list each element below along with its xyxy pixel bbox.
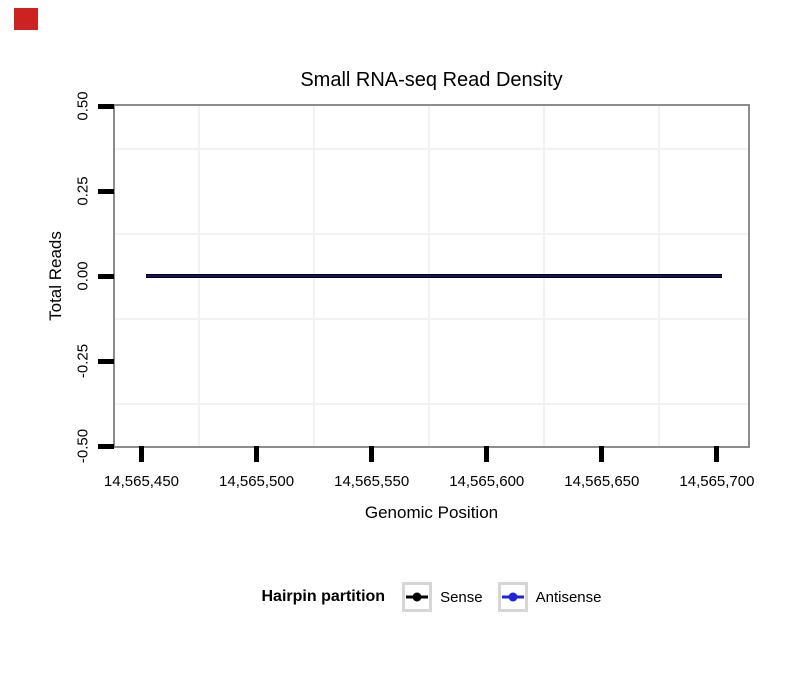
- x-tick-mark: [714, 446, 720, 462]
- x-tick-mark: [484, 446, 490, 462]
- y-tick-mark: [98, 358, 114, 364]
- series-line-antisense: [146, 275, 722, 277]
- y-tick-mark: [98, 273, 114, 279]
- red-marker-square: [14, 8, 38, 30]
- legend: Hairpin partition Sense Antisense: [53, 581, 810, 613]
- minor-gridline-horizontal: [115, 317, 748, 320]
- x-axis-title: Genomic Position: [364, 503, 499, 522]
- minor-gridline-horizontal: [115, 402, 748, 405]
- x-tick-label: 14,565,700: [679, 473, 755, 490]
- y-tick-mark: [98, 103, 114, 109]
- legend-items: Sense Antisense: [402, 582, 601, 612]
- y-tick-label: -0.25: [74, 343, 92, 379]
- legend-item-sense: Sense: [402, 582, 483, 612]
- legend-title: Hairpin partition: [261, 588, 386, 605]
- x-tick-mark: [369, 446, 375, 462]
- y-tick-mark: [98, 443, 114, 449]
- chart-title: Small RNA-seq Read Density: [300, 69, 563, 91]
- x-tick-label: 14,565,550: [334, 473, 410, 490]
- x-tick-mark: [254, 446, 260, 462]
- legend-label: Antisense: [535, 588, 602, 606]
- y-tick-label: -0.50: [74, 428, 92, 464]
- y-tick-label: 0.25: [74, 176, 92, 206]
- legend-key-dot-icon: [412, 592, 422, 602]
- x-tick-mark: [138, 446, 144, 462]
- x-tick-label: 14,565,450: [103, 473, 180, 490]
- y-axis-title: Total Reads: [46, 231, 65, 321]
- x-tick-label: 14,565,600: [449, 473, 525, 490]
- x-tick-mark: [599, 446, 605, 462]
- minor-gridline-horizontal: [115, 232, 748, 235]
- legend-key-antisense: [497, 582, 528, 612]
- y-tick-label: 0.00: [74, 261, 92, 291]
- legend-key-dot-icon: [508, 592, 518, 602]
- y-tick-label: 0.50: [74, 91, 92, 121]
- minor-gridline-horizontal: [115, 147, 748, 150]
- y-tick-mark: [98, 188, 114, 194]
- legend-label: Sense: [440, 588, 483, 606]
- x-tick-label: 14,565,500: [219, 473, 295, 490]
- x-tick-label: 14,565,650: [564, 473, 640, 490]
- plot-panel: [115, 106, 748, 446]
- legend-item-antisense: Antisense: [497, 582, 602, 612]
- legend-key-sense: [402, 582, 433, 612]
